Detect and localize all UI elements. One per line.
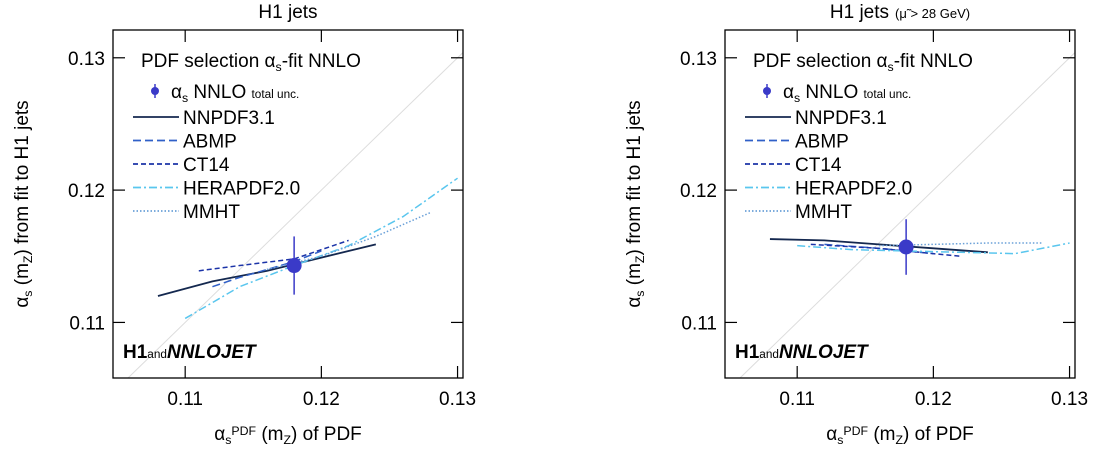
legend-symbol bbox=[763, 87, 771, 95]
series-line bbox=[769, 238, 988, 254]
text-part: -fit NNLO bbox=[282, 51, 361, 72]
text-part: Z bbox=[896, 433, 904, 447]
text-part: Z bbox=[21, 255, 35, 263]
text-part: NNLO bbox=[188, 82, 251, 103]
text-part: s bbox=[21, 291, 35, 297]
legend-label: αs NNLO total unc. bbox=[171, 82, 299, 105]
text-part: α bbox=[214, 424, 225, 445]
logo: H1andNNLOJET bbox=[123, 342, 257, 363]
x-axis-label: αsPDF (mZ) of PDF bbox=[826, 424, 974, 447]
series-line bbox=[878, 242, 1043, 247]
text-part: ) from fit to H1 jets bbox=[624, 100, 645, 255]
series-line bbox=[212, 250, 322, 288]
legend-label: NNPDF3.1 bbox=[795, 108, 887, 129]
text-part: H1 bbox=[123, 342, 148, 363]
diagonal bbox=[127, 52, 464, 379]
text-part: (μ̃ > 28 GeV) bbox=[895, 6, 970, 21]
legend-label: HERAPDF2.0 bbox=[795, 179, 912, 200]
text-part: NNLO bbox=[800, 82, 863, 103]
text-part: and bbox=[147, 348, 167, 361]
y-axis-label: αs (mZ) from fit to H1 jets bbox=[12, 100, 35, 307]
y-tick-label: 0.13 bbox=[68, 49, 105, 70]
legend-label: HERAPDF2.0 bbox=[183, 179, 300, 200]
diagonal bbox=[739, 52, 1076, 379]
y-axis-label: αs (mZ) from fit to H1 jets bbox=[624, 100, 647, 307]
x-tick-label: 0.12 bbox=[915, 389, 952, 410]
legend-label: CT14 bbox=[795, 155, 842, 176]
text-part: H1 jets bbox=[830, 2, 889, 23]
x-tick-label: 0.11 bbox=[167, 389, 203, 410]
legend-label: ABMP bbox=[183, 132, 237, 153]
y-tick-label: 0.12 bbox=[68, 181, 105, 202]
text-part: α bbox=[826, 424, 837, 445]
text-part: NNLOJET bbox=[779, 342, 869, 363]
series-line bbox=[810, 243, 961, 258]
legend-label: MMHT bbox=[795, 202, 852, 223]
panel-title: H1 jets (μ̃ > 28 GeV) bbox=[830, 2, 970, 23]
text-part: s bbox=[888, 60, 894, 74]
plot-frame bbox=[112, 29, 464, 379]
legend-label: CT14 bbox=[183, 155, 230, 176]
logo: H1andNNLOJET bbox=[735, 342, 869, 363]
text-part: NNLOJET bbox=[167, 342, 257, 363]
panel-title: H1 jets bbox=[258, 2, 317, 23]
legend-label: αs NNLO total unc. bbox=[783, 82, 911, 105]
legend-label: MMHT bbox=[183, 202, 240, 223]
text-part: (m bbox=[624, 263, 645, 290]
y-tick-label: 0.11 bbox=[681, 313, 717, 334]
legend-symbol bbox=[151, 87, 159, 95]
text-part: total unc. bbox=[864, 88, 912, 101]
text-part: s bbox=[837, 433, 843, 447]
text-part: α bbox=[171, 82, 182, 103]
text-part: s bbox=[633, 291, 647, 297]
text-part: Z bbox=[633, 255, 647, 263]
text-part: -fit NNLO bbox=[894, 51, 973, 72]
series-line bbox=[157, 243, 377, 297]
legend-label: ABMP bbox=[795, 132, 849, 153]
text-part: ) of PDF bbox=[291, 424, 362, 445]
text-part: s bbox=[276, 60, 282, 74]
text-part: s bbox=[794, 91, 800, 105]
data-point bbox=[898, 239, 914, 255]
text-part: α bbox=[783, 82, 794, 103]
text-part: s bbox=[225, 433, 231, 447]
data-point bbox=[286, 258, 302, 274]
text-part: PDF selection α bbox=[141, 51, 276, 72]
text-part: s bbox=[182, 91, 188, 105]
text-part: ) from fit to H1 jets bbox=[12, 100, 33, 255]
x-tick-label: 0.13 bbox=[1051, 389, 1088, 410]
x-tick-label: 0.13 bbox=[439, 389, 476, 410]
x-tick-label: 0.11 bbox=[779, 389, 815, 410]
text-part: Z bbox=[284, 433, 292, 447]
y-tick-label: 0.11 bbox=[69, 313, 105, 334]
series-line bbox=[198, 239, 349, 272]
text-part: α bbox=[624, 297, 645, 308]
plot-frame bbox=[724, 29, 1076, 379]
text-part: (m bbox=[256, 424, 283, 445]
x-tick-label: 0.12 bbox=[303, 389, 340, 410]
text-part: H1 jets bbox=[258, 2, 317, 23]
x-axis-label: αsPDF (mZ) of PDF bbox=[214, 424, 362, 447]
text-part: PDF bbox=[843, 424, 868, 438]
text-part: PDF selection α bbox=[753, 51, 888, 72]
series-line bbox=[797, 242, 1070, 255]
legend-label: NNPDF3.1 bbox=[183, 108, 275, 129]
text-part: (m bbox=[868, 424, 895, 445]
y-tick-label: 0.13 bbox=[680, 49, 717, 70]
text-part: H1 bbox=[735, 342, 760, 363]
text-part: α bbox=[12, 297, 33, 308]
text-part: PDF bbox=[231, 424, 256, 438]
y-tick-label: 0.12 bbox=[680, 181, 717, 202]
text-part: ) of PDF bbox=[903, 424, 974, 445]
text-part: and bbox=[759, 348, 779, 361]
legend-title: PDF selection αs-fit NNLO bbox=[753, 51, 973, 74]
text-part: (m bbox=[12, 263, 33, 290]
text-part: total unc. bbox=[252, 88, 300, 101]
legend-title: PDF selection αs-fit NNLO bbox=[141, 51, 361, 74]
